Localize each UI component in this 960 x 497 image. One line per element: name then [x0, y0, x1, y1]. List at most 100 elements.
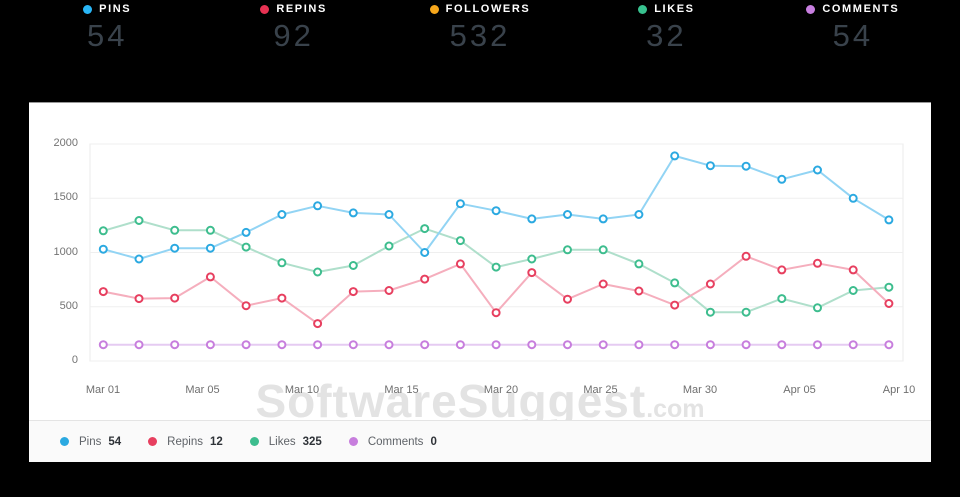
point-pins-6 — [313, 201, 323, 211]
stat-repins: REPINS 92 — [200, 0, 386, 64]
point-repins-9 — [420, 274, 430, 284]
stat-repins-value: 92 — [273, 18, 314, 53]
point-likes-1 — [134, 216, 144, 225]
point-comments-17 — [705, 340, 715, 350]
point-repins-7 — [348, 287, 358, 297]
x-tick-mar-25: Mar 25 — [583, 384, 618, 396]
point-comments-6 — [313, 340, 323, 350]
point-comments-9 — [420, 340, 430, 350]
legend-repins-dot-icon — [148, 437, 158, 446]
legend-item-likes[interactable]: Likes 325 — [249, 435, 322, 448]
point-likes-5 — [277, 258, 287, 268]
point-likes-12 — [527, 254, 537, 264]
point-repins-11 — [491, 308, 501, 318]
point-comments-11 — [491, 340, 501, 350]
point-repins-6 — [313, 319, 323, 329]
x-tick-mar-30: Mar 30 — [682, 384, 718, 396]
point-pins-8 — [384, 210, 394, 219]
legend-item-pins[interactable]: Pins 54 — [60, 436, 121, 448]
point-repins-3 — [205, 272, 215, 282]
point-comments-3 — [205, 340, 215, 350]
legend-pins-value: 54 — [108, 435, 122, 448]
point-likes-17 — [705, 307, 715, 317]
point-likes-19 — [777, 294, 787, 304]
point-pins-13 — [563, 210, 572, 219]
stat-repins-label: REPINS — [276, 3, 327, 15]
point-likes-21 — [848, 286, 858, 295]
legend-likes-label: Likes — [268, 435, 296, 448]
y-tick-1500: 1500 — [53, 191, 78, 204]
point-pins-12 — [527, 214, 537, 224]
point-pins-15 — [634, 210, 644, 219]
point-likes-3 — [205, 225, 215, 235]
point-likes-14 — [598, 245, 608, 255]
point-likes-8 — [384, 241, 394, 251]
point-likes-10 — [455, 236, 465, 246]
line-chart — [89, 143, 904, 362]
stat-pins-value: 54 — [86, 18, 128, 53]
likes-dot-icon — [638, 4, 648, 14]
point-repins-22 — [884, 299, 894, 308]
stat-comments-value: 54 — [832, 18, 874, 53]
point-repins-1 — [134, 294, 144, 304]
x-tick-mar-10: Mar 10 — [284, 384, 320, 396]
point-pins-3 — [205, 243, 215, 253]
x-tick-apr-10: Apr 10 — [882, 384, 916, 396]
point-pins-16 — [670, 151, 680, 161]
point-pins-20 — [813, 165, 822, 175]
point-likes-22 — [884, 282, 894, 292]
point-likes-9 — [420, 224, 430, 234]
point-repins-16 — [670, 300, 680, 310]
point-comments-18 — [741, 340, 751, 350]
legend-comments-dot-icon — [348, 437, 358, 446]
legend-comments-label: Comments — [367, 435, 424, 448]
point-comments-15 — [634, 340, 644, 350]
pins-dot-icon — [83, 4, 93, 14]
point-repins-0 — [98, 287, 108, 297]
y-tick-2000: 2000 — [53, 137, 78, 149]
point-likes-4 — [241, 242, 251, 252]
legend-item-repins[interactable]: Repins 12 — [148, 436, 223, 448]
point-comments-12 — [527, 340, 537, 350]
comments-dot-icon — [806, 4, 816, 14]
point-comments-21 — [848, 340, 858, 350]
point-comments-2 — [170, 340, 180, 350]
point-repins-8 — [384, 286, 394, 295]
point-comments-8 — [384, 340, 394, 350]
point-likes-7 — [348, 261, 358, 270]
chart-legend: Pins 54 Repins 12 Likes 325 Comments 0 — [29, 420, 931, 462]
point-pins-19 — [777, 174, 787, 184]
stats-bar: PINS 54 REPINS 92 FOLLOWERS 532 LIKES 32… — [0, 0, 960, 64]
stat-pins-label: PINS — [99, 3, 132, 15]
x-tick-mar-05: Mar 05 — [185, 384, 220, 396]
point-comments-20 — [813, 340, 822, 350]
point-likes-6 — [313, 267, 323, 277]
point-pins-17 — [705, 161, 715, 171]
point-likes-16 — [670, 278, 680, 288]
point-pins-5 — [277, 210, 287, 219]
stat-likes-label: LIKES — [654, 3, 695, 15]
legend-item-comments[interactable]: Comments 0 — [348, 435, 437, 448]
point-pins-1 — [134, 254, 144, 264]
point-repins-14 — [598, 279, 608, 289]
stat-pins: PINS 54 — [14, 0, 200, 64]
point-likes-2 — [170, 225, 180, 235]
stat-likes-value: 32 — [646, 18, 687, 53]
chart-card: 0 500 1000 1500 2000 Mar 01 Mar 05 Mar 10 Mar 1… — [29, 102, 931, 462]
y-tick-1000: 1000 — [53, 245, 78, 258]
point-repins-12 — [527, 268, 537, 278]
point-comments-4 — [241, 340, 251, 350]
followers-dot-icon — [429, 4, 439, 14]
legend-pins-label: Pins — [79, 435, 102, 448]
legend-likes-dot-icon — [249, 437, 259, 446]
point-comments-5 — [277, 340, 287, 350]
stat-likes: LIKES 32 — [573, 0, 759, 64]
stat-followers: FOLLOWERS 532 — [387, 0, 573, 64]
point-comments-16 — [670, 340, 680, 350]
point-repins-13 — [563, 294, 572, 304]
point-comments-22 — [884, 340, 894, 350]
y-tick-0: 0 — [71, 354, 78, 366]
point-likes-20 — [813, 303, 822, 313]
legend-repins-label: Repins — [167, 435, 203, 448]
repins-dot-icon — [260, 4, 270, 14]
